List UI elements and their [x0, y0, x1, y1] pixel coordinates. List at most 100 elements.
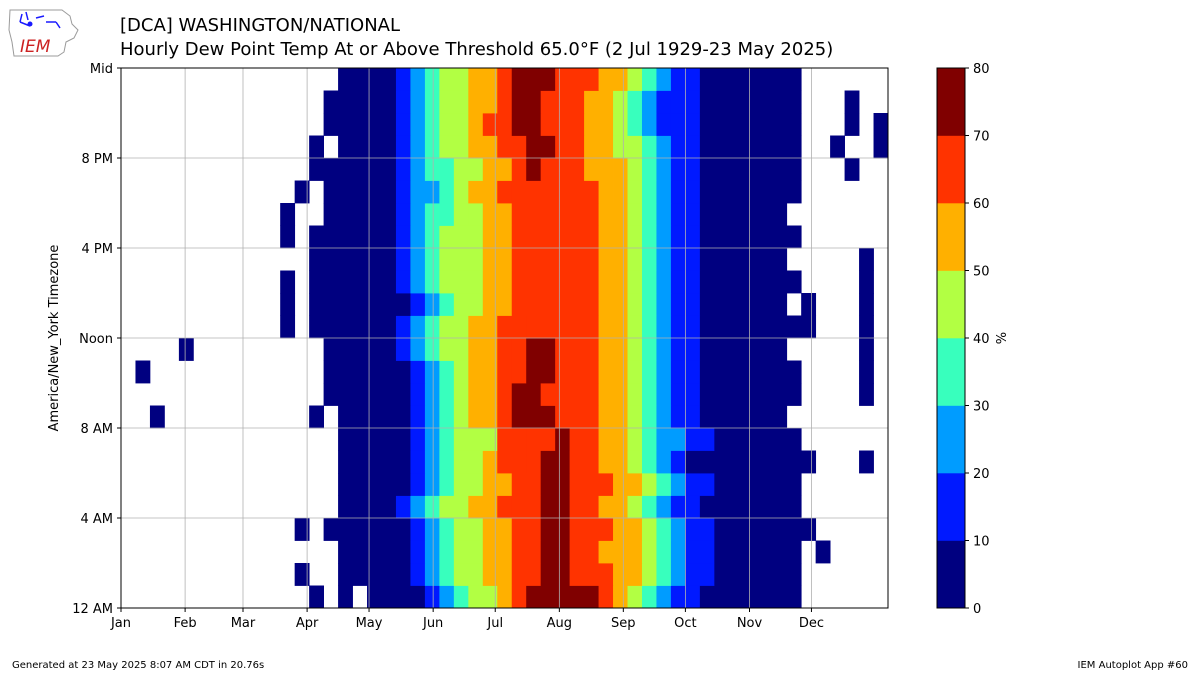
x-tick-label: Aug [547, 616, 572, 631]
heatmap-cell [439, 315, 469, 339]
heatmap-cell [395, 225, 411, 249]
heatmap-cell [613, 473, 643, 496]
heatmap-cell [598, 203, 628, 226]
heatmap-cell [555, 338, 599, 361]
weather-symbols-icon [19, 11, 61, 29]
heatmap-cell [627, 225, 643, 249]
heatmap-cell [641, 270, 657, 294]
heatmap-cell [468, 180, 498, 204]
heatmap-cell [482, 158, 513, 181]
heatmap-cell [526, 360, 556, 384]
heatmap-cell [699, 113, 802, 136]
colorbar-tick-label: 30 [973, 400, 990, 415]
heatmap-cell [424, 315, 440, 339]
heatmap-cell [569, 495, 599, 519]
heatmap-cell [859, 360, 874, 384]
heatmap-cell [323, 383, 411, 406]
heatmap-cell [656, 585, 672, 609]
heatmap-cell [801, 293, 817, 316]
heatmap-cell [598, 293, 628, 316]
heatmap-cell [439, 338, 469, 361]
heatmap-cell [656, 383, 672, 406]
x-tick-label: Dec [799, 616, 824, 631]
heatmap-cell [395, 315, 411, 339]
heatmap-cell [497, 405, 513, 429]
heatmap-cell [540, 90, 585, 114]
heatmap-cell [410, 360, 426, 384]
heatmap-cell [395, 158, 411, 181]
colorbar-bins [937, 68, 965, 609]
heatmap-cell [656, 405, 672, 429]
heatmap-cell [149, 405, 165, 429]
heatmap-cell [439, 383, 455, 406]
heatmap-cell [584, 90, 614, 114]
heatmap-cell [613, 585, 628, 609]
heatmap-cell [540, 563, 571, 586]
heatmap-cell [497, 360, 513, 384]
heatmap-cell [641, 540, 657, 564]
colorbar-tick-label: 50 [973, 265, 990, 280]
heatmap-cell [598, 315, 628, 339]
heatmap-cell [685, 450, 701, 474]
heatmap-cell [410, 450, 426, 474]
heatmap-cell [627, 338, 643, 361]
heatmap-cell [410, 113, 426, 136]
heatmap-cell [497, 135, 527, 159]
heatmap-cell [482, 225, 513, 249]
heatmap-cell [338, 135, 397, 159]
heatmap-cell [656, 135, 672, 159]
heatmap-cell [584, 158, 614, 181]
heatmap-cell [323, 203, 397, 226]
heatmap-cell [627, 90, 643, 114]
heatmap-cell [395, 135, 411, 159]
heatmap-cell [656, 248, 672, 271]
heatmap-cell [309, 225, 397, 249]
colorbar-tick-label: 10 [973, 535, 990, 550]
heatmap-cell [453, 563, 484, 586]
heatmap-cell [482, 473, 513, 496]
heatmap-cell [439, 405, 455, 429]
heatmap-cell [656, 518, 672, 541]
heatmap-cell [338, 495, 397, 519]
heatmap-cell [627, 248, 643, 271]
heatmap-cell [844, 90, 860, 114]
colorbar-bin [937, 473, 965, 541]
heatmap-cell [497, 428, 527, 451]
heatmap-cell [309, 405, 324, 429]
heatmap-cell [627, 315, 643, 339]
heatmap-cell [540, 113, 585, 136]
heatmap-cell [598, 405, 628, 429]
heatmap-cell [424, 225, 440, 249]
heatmap-cell [526, 135, 556, 159]
heatmap-cell [309, 248, 397, 271]
heatmap-cell [424, 585, 440, 609]
app-note: IEM Autoplot App #60 [1077, 660, 1188, 671]
logo-text: IEM [20, 37, 51, 57]
heatmap-cell [627, 158, 643, 181]
heatmap-cell [656, 495, 672, 519]
heatmap-cell [699, 383, 802, 406]
heatmap-cell [656, 225, 672, 249]
heatmap-cell [395, 495, 411, 519]
heatmap-cell [613, 518, 643, 541]
heatmap-cell [424, 518, 440, 541]
colorbar-tick-label: 70 [973, 130, 990, 145]
heatmap-cell [641, 293, 657, 316]
heatmap-cell [584, 113, 614, 136]
heatmap-cell [410, 405, 426, 429]
colorbar-ticks: 0 10 20 30 40 50 60 70 80 [965, 62, 990, 617]
heatmap-cell [598, 383, 628, 406]
heatmap-cell [656, 338, 672, 361]
heatmap-cell [424, 203, 440, 226]
heatmap-cell [699, 68, 802, 91]
heatmap-cell [627, 270, 643, 294]
heatmap-cell [598, 338, 628, 361]
heatmap-cell [497, 450, 527, 474]
heatmap-cell [410, 338, 426, 361]
heatmap-cell [526, 383, 542, 406]
heatmap-cell [424, 473, 440, 496]
heatmap-cell [526, 428, 556, 451]
heatmap-cell [468, 405, 498, 429]
heatmap-cell [569, 450, 599, 474]
heatmap-cell [627, 68, 643, 91]
